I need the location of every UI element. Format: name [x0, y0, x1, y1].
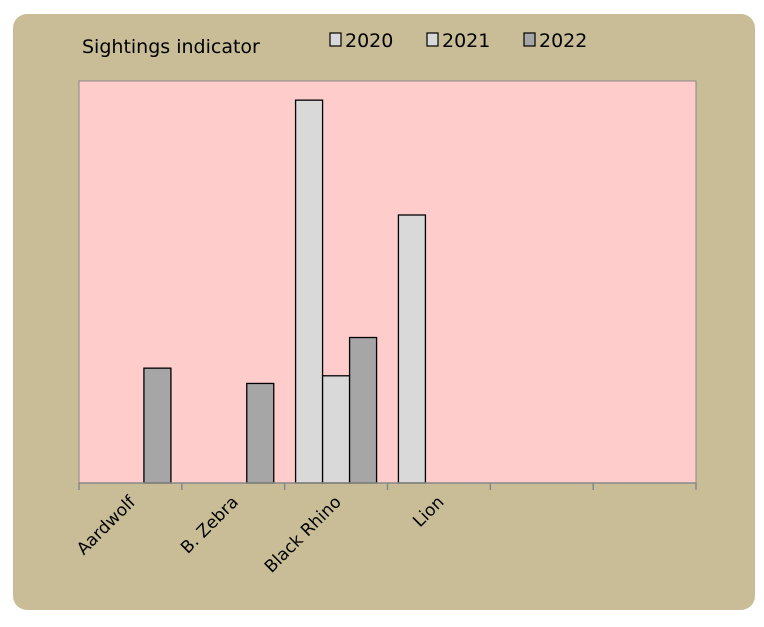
bar-2022-aardwolf [143, 367, 172, 484]
bar-2020-black-rhino [294, 99, 324, 484]
legend-swatch-2022 [523, 32, 536, 47]
legend-swatch-2020 [329, 32, 342, 47]
x-tick-label: Aardwolf [73, 492, 141, 560]
x-tick-label: B. Zebra [177, 492, 243, 558]
legend-label-2021: 2021 [442, 30, 490, 52]
bars [143, 99, 427, 484]
x-tick-label: Black Rhino [261, 492, 346, 577]
x-tick-label: Lion [409, 492, 448, 531]
chart-title: Sightings indicator [82, 36, 260, 58]
legend-swatch-2021 [426, 32, 439, 47]
bar-2022-b-zebra [246, 382, 275, 484]
bar-2022-black-rhino [348, 336, 378, 484]
legend-label-2020: 2020 [345, 30, 393, 52]
x-axis: Aardwolf B. Zebra Black Rhino Lion [73, 482, 697, 577]
plot-area [78, 80, 697, 484]
bar-2021-black-rhino [321, 375, 351, 484]
legend-label-2022: 2022 [539, 30, 587, 52]
legend: 2020 2021 2022 [329, 30, 587, 52]
bar-2020-lion [397, 214, 427, 484]
